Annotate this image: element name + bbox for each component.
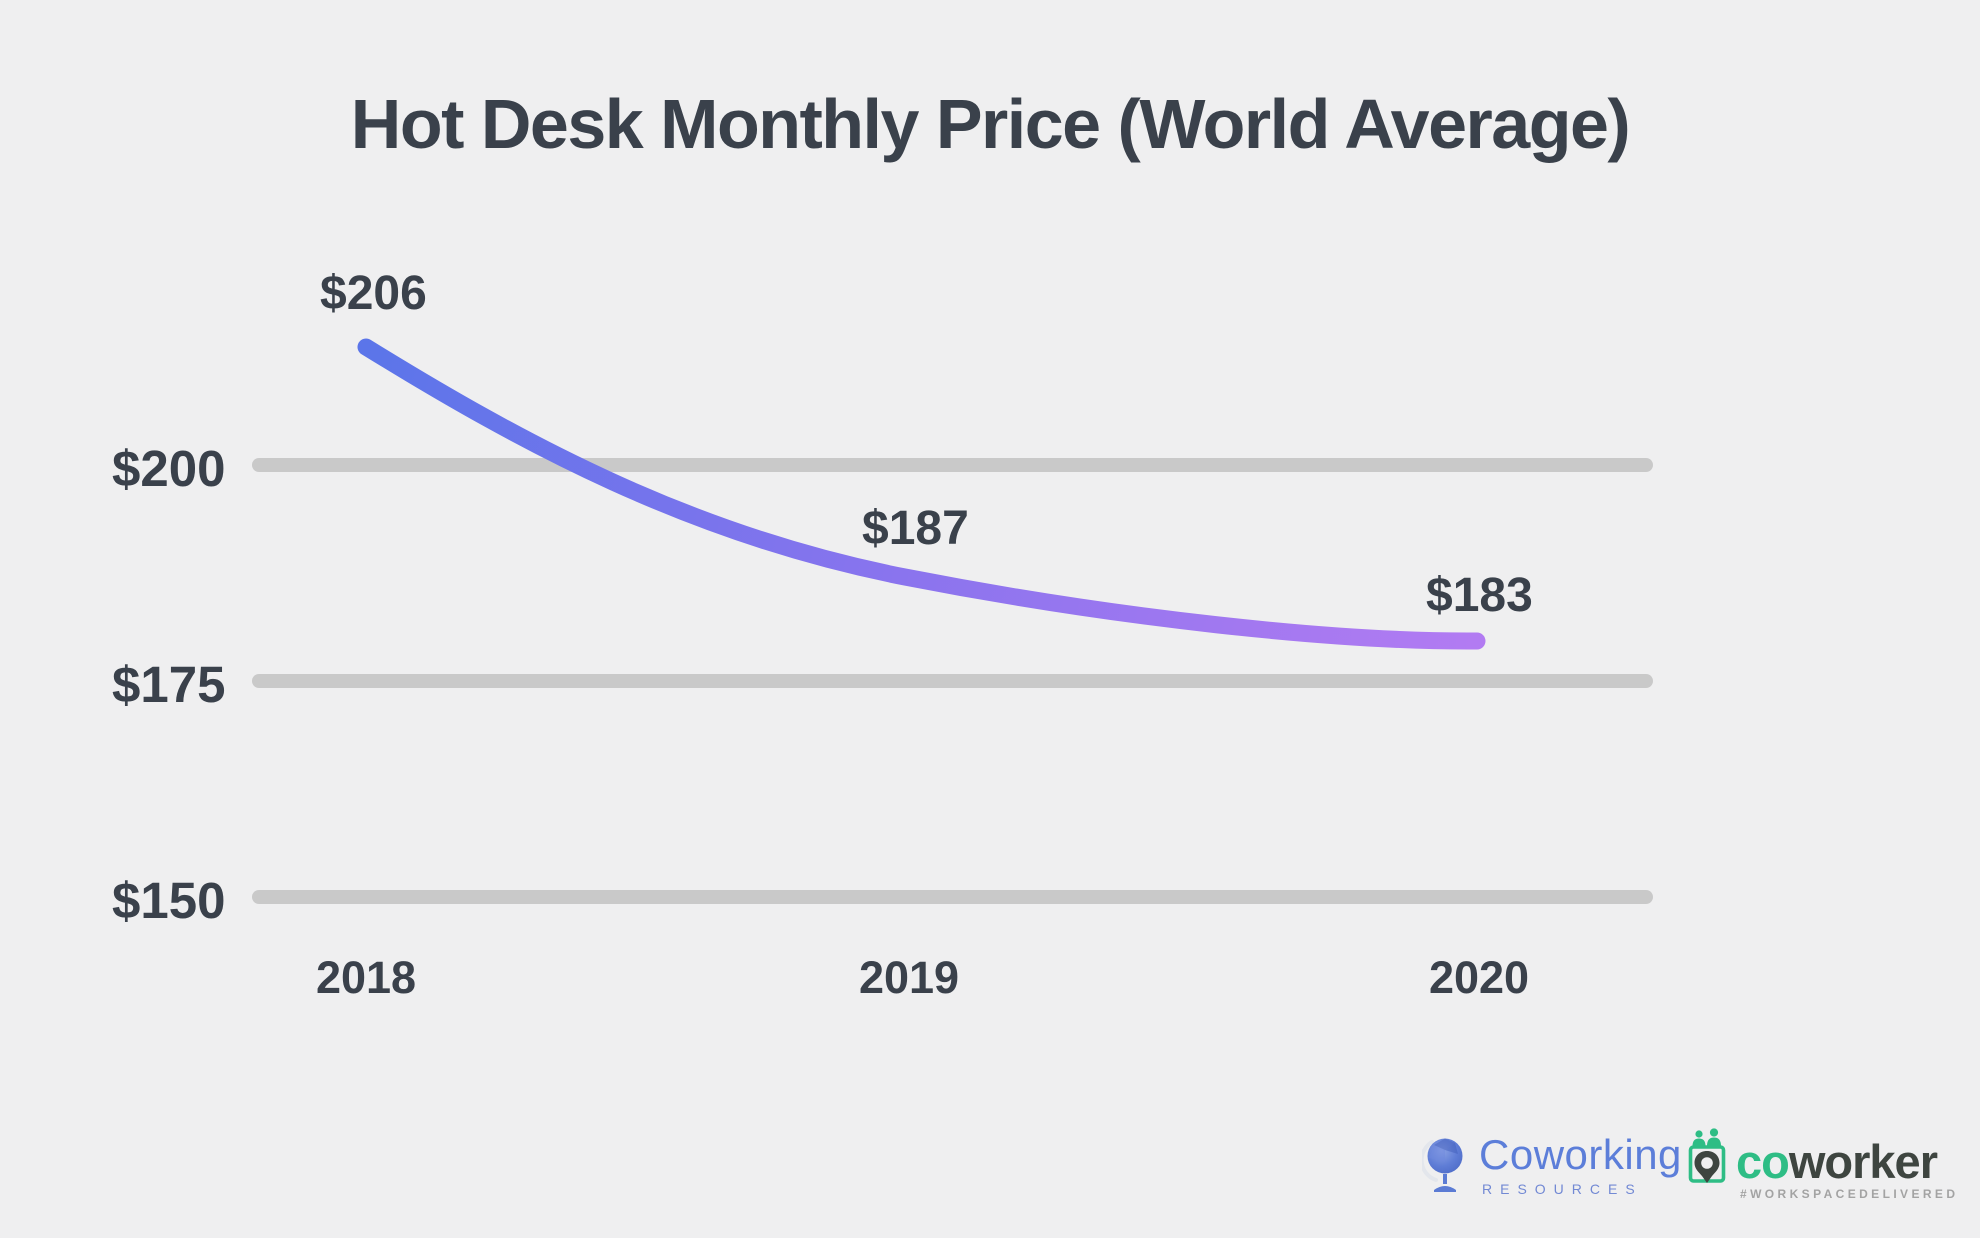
coworking-resources-logo[interactable]: Coworking RESOURCES	[1422, 1132, 1682, 1198]
coworking-name: Coworking	[1479, 1131, 1682, 1178]
x-axis-label-2018: 2018	[315, 952, 417, 1003]
data-label-2018: $206	[320, 267, 427, 320]
coworker-pin-icon	[1688, 1128, 1726, 1183]
coworker-wordmark: coworker #WORKSPACEDELIVERED	[1736, 1138, 1959, 1201]
coworker-tagline: #WORKSPACEDELIVERED	[1740, 1187, 1959, 1201]
data-label-2019: $187	[862, 502, 969, 555]
y-axis-label-200: $200	[112, 440, 226, 497]
coworker-name: coworker	[1736, 1138, 1958, 1185]
coworker-name-co: co	[1736, 1134, 1790, 1188]
x-axis-label-2020: 2020	[1428, 952, 1530, 1003]
x-axis-label-2019: 2019	[858, 952, 960, 1003]
y-axis-label-175: $175	[112, 656, 226, 713]
y-axis-label-150: $150	[112, 872, 226, 929]
price-trend-line	[357, 338, 1486, 650]
coworker-logo[interactable]: coworker #WORKSPACEDELIVERED	[1688, 1126, 1958, 1200]
coworking-resources-wordmark: Coworking RESOURCES	[1479, 1131, 1682, 1197]
data-label-2020: $183	[1426, 569, 1533, 622]
chart-title: Hot Desk Monthly Price (World Average)	[350, 85, 1631, 163]
globe-icon	[1422, 1138, 1463, 1192]
resources-subtitle: RESOURCES	[1482, 1181, 1643, 1197]
coworker-name-worker: worker	[1788, 1134, 1938, 1188]
